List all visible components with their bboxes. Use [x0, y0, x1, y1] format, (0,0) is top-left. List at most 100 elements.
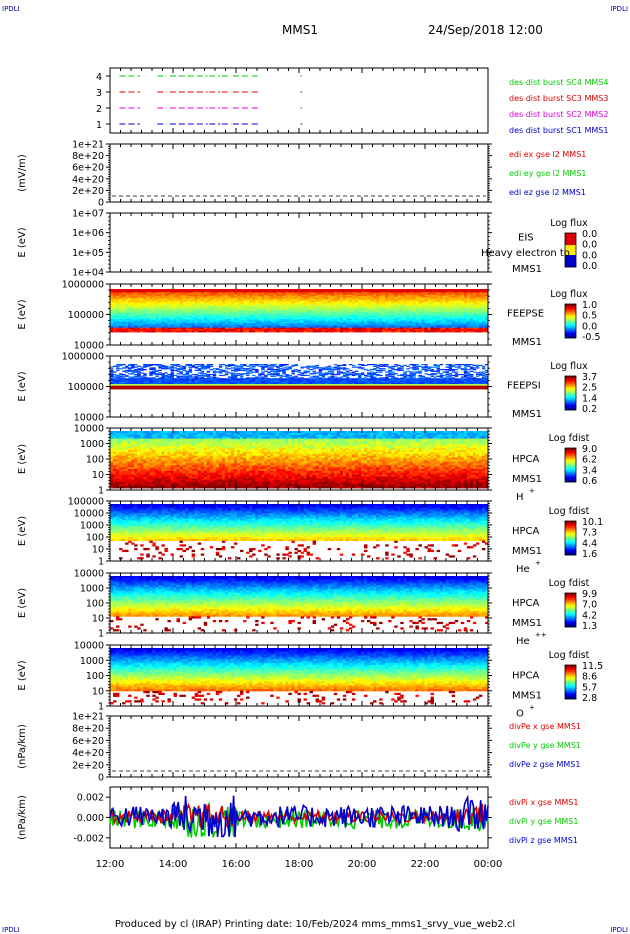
spectrogram-cell — [339, 289, 344, 291]
spectrogram-cell — [345, 368, 350, 370]
spectrogram-cell — [173, 309, 177, 311]
spectrogram-cell — [188, 371, 193, 373]
spectrogram-cell — [306, 303, 310, 306]
spectrogram-cell — [382, 296, 386, 298]
spectrogram-cell — [240, 301, 244, 304]
spectrogram-cell — [110, 330, 114, 333]
spectrogram-cell — [327, 299, 332, 301]
spectrogram-cell — [457, 303, 462, 306]
spectrogram-cell — [288, 307, 292, 310]
spectrogram-cell — [388, 367, 392, 369]
spectrogram-cell — [418, 326, 422, 329]
spectrogram-cell — [442, 311, 447, 314]
spectrogram-cell — [451, 293, 456, 296]
spectrogram-cell — [475, 319, 480, 321]
spectrogram-cell — [324, 303, 329, 306]
spectrogram-cell — [306, 326, 310, 329]
spectrogram-cell — [158, 300, 162, 303]
spectrogram-cell — [164, 327, 168, 330]
spectrogram-cell — [336, 290, 341, 293]
spectrogram-cell — [143, 313, 147, 316]
spectrogram-cell — [233, 369, 238, 372]
spectrogram-cell — [276, 293, 280, 296]
spectrogram-cell — [412, 303, 416, 306]
spectrogram-cell — [370, 317, 374, 320]
spectrogram-cell — [276, 297, 280, 300]
spectrogram-cell — [230, 289, 235, 291]
spectrogram-cell — [370, 321, 374, 324]
spectrogram-cell — [155, 321, 159, 324]
spectrogram-cell — [412, 314, 416, 317]
spectrogram-cell — [128, 297, 132, 300]
spectrogram-cell — [288, 293, 292, 296]
spectrogram-cell — [122, 297, 126, 300]
spectrogram-cell — [176, 289, 180, 291]
spectrogram-cell — [200, 364, 205, 366]
spectrogram-cell — [300, 367, 304, 369]
spectrogram-cell — [364, 294, 368, 297]
spectrogram-cell — [221, 364, 226, 366]
spectrogram-cell — [315, 304, 320, 307]
spectrogram-cell — [224, 319, 229, 321]
spectrogram-cell — [249, 300, 253, 303]
spectrogram-cell — [376, 294, 380, 297]
spectrogram-cell — [116, 364, 120, 366]
spectrogram-cell — [339, 299, 344, 301]
spectrogram-cell — [176, 369, 180, 371]
spectrogram-cell — [297, 324, 301, 327]
spectrogram-cell — [246, 299, 250, 301]
spectrogram-cell — [176, 306, 180, 309]
spectrogram-cell — [376, 364, 380, 367]
spectrogram-cell — [297, 294, 301, 297]
spectrogram-cell — [373, 293, 377, 296]
spectrogram-cell — [206, 289, 211, 291]
spectrogram-cell — [167, 313, 171, 316]
spectrogram-cell — [167, 311, 171, 314]
spectrogram-cell — [391, 319, 395, 321]
spectrogram-cell — [288, 320, 292, 323]
spectrogram-cell — [351, 304, 356, 307]
spectrogram-cell — [237, 294, 241, 297]
spectrogram-cell — [475, 309, 480, 311]
spectrogram-cell — [155, 364, 159, 366]
spectrogram-cell — [484, 330, 489, 333]
spectrogram-cell — [448, 307, 453, 310]
spectrogram-cell — [149, 369, 153, 371]
spectrogram-cell — [484, 323, 489, 326]
spectrogram-cell — [300, 320, 304, 323]
spectrogram-cell — [233, 324, 238, 327]
spectrogram-cell — [237, 301, 241, 304]
spectrogram-cell — [258, 321, 262, 324]
spectrogram-cell — [158, 330, 162, 333]
spectrogram-cell — [367, 301, 371, 304]
spectrogram-cell — [122, 291, 126, 294]
spectrogram-cell — [288, 321, 292, 324]
spectrogram-cell — [312, 307, 317, 310]
spectrogram-cell — [457, 301, 462, 304]
spectrogram-cell — [364, 297, 368, 300]
spectrogram-cell — [484, 326, 489, 329]
spectrogram-cell — [400, 320, 404, 323]
spectrogram-cell — [345, 291, 350, 294]
spectrogram-cell — [342, 311, 347, 314]
spectrogram-cell — [155, 323, 159, 326]
spectrogram-cell — [484, 307, 489, 310]
spectrogram-cell — [460, 369, 465, 371]
spectrogram-cell — [288, 289, 292, 291]
spectrogram-cell — [351, 371, 356, 373]
spectrogram-cell — [155, 320, 159, 323]
spectrogram-cell — [176, 293, 180, 296]
spectrogram-cell — [291, 301, 295, 304]
spectrogram-cell — [342, 330, 347, 333]
spectrogram-cell — [460, 316, 465, 319]
spectrogram-cell — [125, 327, 129, 330]
spectrogram-cell — [164, 301, 168, 304]
spectrogram-cell — [167, 330, 171, 333]
spectrogram-cell — [357, 309, 362, 311]
spectrogram-cell — [391, 371, 395, 373]
spectrogram-cell — [221, 369, 226, 372]
spectrogram-cell — [478, 330, 483, 333]
spectrogram-cell — [212, 320, 217, 323]
spectrogram-cell — [200, 314, 205, 317]
spectrogram-cell — [481, 365, 486, 367]
